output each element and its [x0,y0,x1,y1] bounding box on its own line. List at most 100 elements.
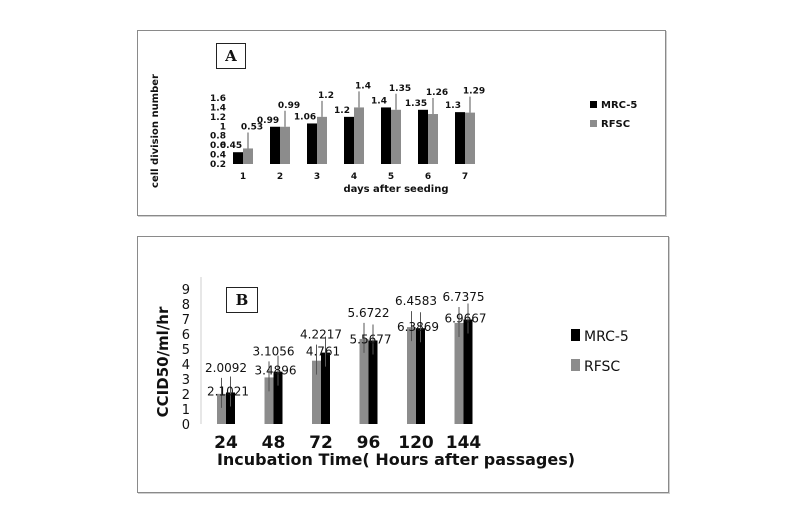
bar-mrc5 [463,319,473,424]
y-tick-label: 8 [182,298,190,313]
bar-rfsc [317,116,327,164]
data-label-rfsc: 0.99 [278,101,300,111]
x-tick-label: 72 [309,433,333,453]
x-tick-label: 3 [314,172,320,182]
y-tick-label: 9 [182,283,190,298]
y-axis-title: CCID50/ml/hr [154,306,172,417]
legend-swatch-rfsc [571,359,580,371]
y-tick-label: 0.2 [210,160,226,170]
bar-rfsc [465,112,475,164]
x-tick-label: 7 [462,172,468,182]
bar-mrc5 [233,152,243,164]
x-tick-label: 5 [388,172,394,182]
x-tick-label: 4 [351,172,357,182]
data-label-rfsc: 1.2 [318,91,334,101]
x-tick-label: 144 [446,433,482,453]
bar-mrc5 [381,107,391,164]
panel-letter-b: B [226,287,258,313]
data-label-mrc5: 1.06 [294,112,316,122]
x-tick-label: 6 [425,172,431,182]
data-label-rfsc: 1.29 [463,87,485,97]
data-label-mrc5: 1.35 [405,99,427,109]
data-label-rfsc: 1.35 [389,84,411,94]
legend-swatch-mrc5 [590,101,597,108]
x-tick-label: 120 [398,433,434,453]
x-tick-label: 2 [277,172,283,182]
bar-mrc5 [455,112,465,164]
bar-mrc5 [416,328,425,424]
data-label-rfsc: 1.4 [355,81,371,91]
x-tick-label: 48 [262,433,286,453]
x-tick-label: 1 [240,172,246,182]
bar-rfsc [217,393,226,424]
bar-mrc5 [226,392,235,424]
data-label-rfsc: 3.1056 [253,344,295,358]
legend-label-mrc5: MRC-5 [584,329,629,345]
y-tick-label: 0.6 [210,141,226,151]
y-tick-label: 6 [182,328,190,343]
y-tick-label: 2 [182,388,190,403]
bar-mrc5 [418,109,428,164]
data-label-mrc5: 1.4 [371,96,387,106]
data-label-rfsc: 5.6722 [348,306,390,320]
x-tick-label: 24 [214,433,238,453]
y-tick-label: 0 [182,418,190,433]
legend-label-rfsc: RFSC [601,119,630,130]
bar-mrc5 [344,116,354,164]
y-tick-label: 0.8 [210,132,226,142]
bar-rfsc [243,148,253,164]
bar-rfsc [454,322,464,424]
bar-mrc5 [270,126,280,164]
legend-swatch-rfsc [590,120,597,127]
bar-mrc5 [273,371,283,424]
legend-label-mrc5: MRC-5 [601,100,637,111]
x-tick-label: 96 [357,433,381,453]
panel-letter-a: A [216,43,246,69]
y-tick-label: 5 [182,343,190,358]
legend-label-rfsc: RFSC [584,359,620,375]
y-axis-title: cell division number [150,74,161,188]
data-label-rfsc: 6.7375 [443,290,485,304]
y-tick-label: 1.6 [210,94,226,104]
x-axis-title: days after seeding [343,184,448,195]
x-axis-title: Incubation Time( Hours after passages) [217,450,575,469]
data-label-mrc5: 3.4896 [255,364,297,378]
y-tick-label: 7 [182,313,190,328]
bar-rfsc [354,107,364,164]
bar-rfsc [312,360,321,424]
data-label-mrc5: 4.761 [306,345,340,359]
y-tick-label: 1 [220,122,226,132]
data-label-rfsc: 0.53 [241,122,263,132]
bar-rfsc [280,126,290,164]
bar-rfsc [428,114,438,164]
y-tick-label: 4 [182,358,190,373]
data-label-rfsc: 6.4583 [395,294,437,308]
data-label-rfsc: 1.26 [426,88,448,98]
y-tick-label: 1 [182,403,190,418]
bar-rfsc [391,109,401,164]
data-label-mrc5: 6.3869 [397,320,439,334]
data-label-mrc5: 1.3 [445,101,461,111]
bar-mrc5 [307,123,317,164]
y-tick-label: 1.4 [210,103,226,113]
bar-rfsc [407,327,416,424]
data-label-mrc5: 5.5677 [350,332,392,346]
bar-mrc5 [368,340,378,424]
y-tick-label: 0.4 [210,151,226,161]
chart-panel-a: 0.2 0.4 0.6 0.8 1 1.2 1.4 1.6 cell division numb… [137,30,666,216]
data-label-mrc5: 0.45 [220,141,242,151]
data-label-mrc5: 1.2 [334,106,350,116]
y-tick-label: 3 [182,373,190,388]
data-label-rfsc: 2.0092 [205,361,247,375]
data-label-mrc5: 0.99 [257,116,279,126]
data-label-rfsc: 4.2217 [300,328,342,342]
y-tick-label: 1.2 [210,113,226,123]
data-label-mrc5: 2.1021 [207,384,249,398]
data-label-mrc5: 6.9667 [445,311,487,325]
legend-swatch-mrc5 [571,329,580,341]
bar-rfsc [264,377,274,424]
chart-panel-b: 0 1 2 3 4 5 6 7 8 9 CCID50/ml/hr 2.0092 2.1021 24 3.10… [137,236,669,493]
bar-mrc5 [321,352,330,424]
